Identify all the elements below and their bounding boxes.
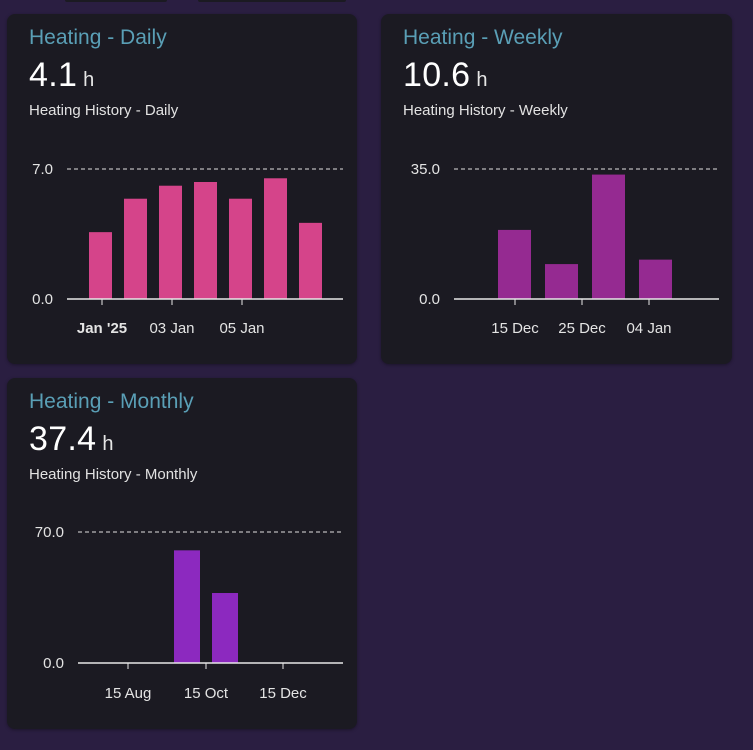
card-value: 4.1 h xyxy=(29,56,94,95)
x-tick-label: 03 Jan xyxy=(149,320,194,337)
y-tick-label-min: 0.0 xyxy=(419,291,440,308)
x-tick-label: 15 Oct xyxy=(184,685,229,702)
card-value: 37.4 h xyxy=(29,420,114,459)
y-tick-label-max: 35.0 xyxy=(411,161,440,178)
card-subtitle: Heating History - Daily xyxy=(29,102,179,119)
x-tick-label: 25 Dec xyxy=(558,320,606,337)
x-tick-label: 04 Jan xyxy=(626,320,671,337)
value-unit: h xyxy=(102,433,114,455)
heating-daily-card[interactable]: Heating - Daily 4.1 h Heating History - D… xyxy=(7,14,357,364)
card-subtitle: Heating History - Weekly xyxy=(403,102,568,119)
x-tick-label: Jan '25 xyxy=(77,320,127,337)
value-number: 4.1 xyxy=(29,56,78,94)
card-title: Heating - Weekly xyxy=(403,26,563,49)
y-tick-label-max: 7.0 xyxy=(32,161,53,178)
y-tick-label-max: 70.0 xyxy=(35,524,64,541)
x-tick-label: 05 Jan xyxy=(219,320,264,337)
heating-weekly-card[interactable]: Heating - Weekly 10.6 h Heating History -… xyxy=(381,14,732,364)
value-number: 37.4 xyxy=(29,420,97,458)
heating-monthly-card[interactable]: Heating - Monthly 37.4 h Heating History … xyxy=(7,378,357,729)
bar xyxy=(592,174,625,299)
bar xyxy=(174,550,200,663)
bar xyxy=(124,198,147,299)
bar xyxy=(212,593,238,663)
value-number: 10.6 xyxy=(403,56,471,94)
value-unit: h xyxy=(476,69,488,91)
card-value: 10.6 h xyxy=(403,56,488,95)
bar xyxy=(299,222,322,299)
bar xyxy=(498,229,531,299)
daily-bar-chart: 7.0 0.0 Jan '25 03 Jan 05 Jan xyxy=(32,161,343,337)
bar xyxy=(229,198,252,299)
weekly-bar-chart: 35.0 0.0 15 Dec 25 Dec 04 Jan xyxy=(411,161,719,337)
card-subtitle: Heating History - Monthly xyxy=(29,466,198,483)
card-stub-right xyxy=(198,0,346,2)
bar xyxy=(545,264,578,299)
bar xyxy=(264,178,287,299)
bar xyxy=(159,185,182,299)
card-stub-left xyxy=(65,0,167,2)
y-tick-label-min: 0.0 xyxy=(32,291,53,308)
x-tick-label: 15 Dec xyxy=(259,685,307,702)
x-tick-label: 15 Dec xyxy=(491,320,539,337)
bar xyxy=(639,259,672,299)
card-title: Heating - Daily xyxy=(29,26,167,49)
monthly-bar-chart: 70.0 0.0 15 Aug 15 Oct 15 Dec xyxy=(35,524,343,702)
bar xyxy=(194,182,217,299)
card-title: Heating - Monthly xyxy=(29,390,194,413)
bar xyxy=(89,232,112,299)
y-tick-label-min: 0.0 xyxy=(43,655,64,672)
x-tick-label: 15 Aug xyxy=(105,685,152,702)
value-unit: h xyxy=(83,69,95,91)
